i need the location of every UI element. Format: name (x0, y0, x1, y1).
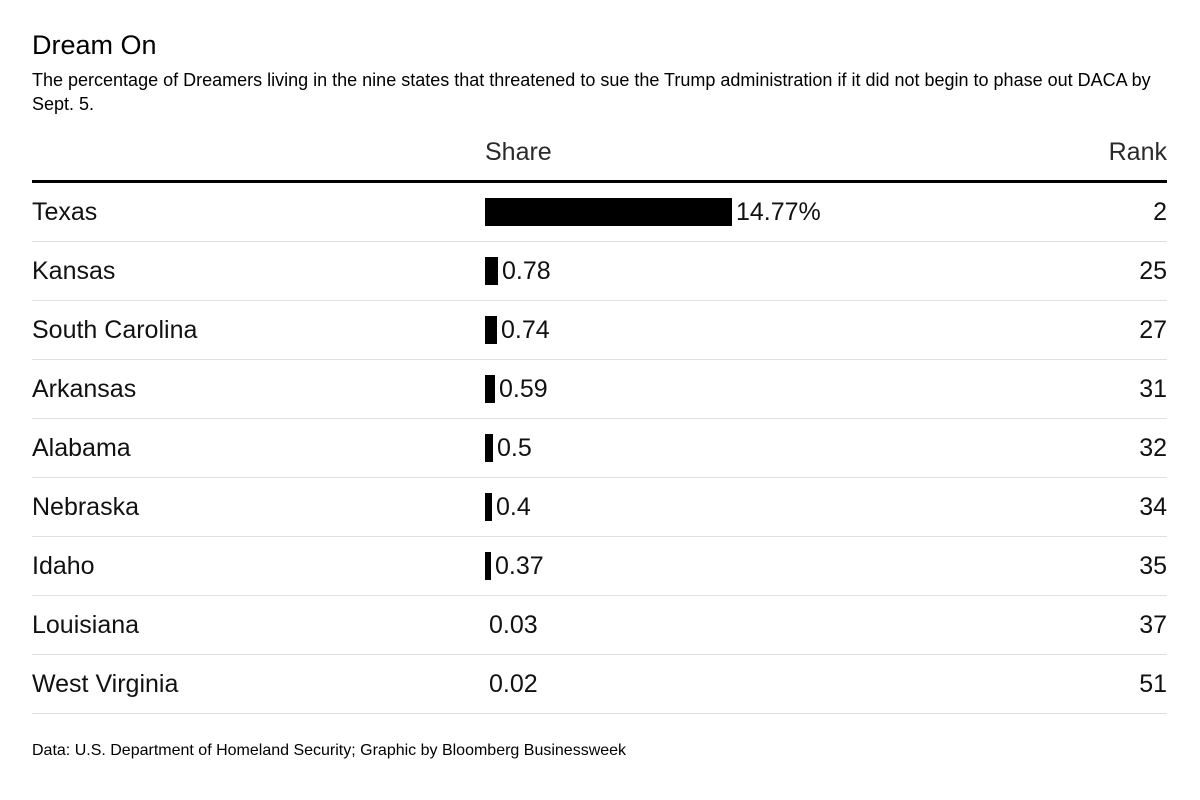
share-cell: 0.74 (485, 316, 1057, 345)
chart-title: Dream On (32, 30, 157, 60)
rank-value: 31 (1139, 374, 1167, 403)
rank-value: 32 (1139, 433, 1167, 462)
rank-value: 35 (1139, 551, 1167, 580)
share-value: 0.02 (489, 669, 538, 698)
share-bar (485, 493, 492, 521)
state-label: Nebraska (32, 492, 139, 521)
table-header-row: Share Rank (32, 116, 1167, 183)
share-cell: 0.59 (485, 375, 1057, 404)
table-row: Idaho 0.37 35 (32, 537, 1167, 596)
share-bar (485, 316, 497, 344)
state-label: Texas (32, 197, 98, 226)
table-row: Louisiana 0.03 37 (32, 596, 1167, 655)
rank-value: 25 (1139, 256, 1167, 285)
chart-container: Dream On The percentage of Dreamers livi… (32, 30, 1167, 759)
share-bar (485, 552, 491, 580)
share-bar (485, 198, 732, 226)
share-value: 14.77% (736, 197, 821, 226)
share-value: 0.4 (496, 492, 531, 521)
share-value: 0.37 (495, 551, 544, 580)
share-value: 0.59 (499, 374, 548, 403)
rank-value: 51 (1139, 669, 1167, 698)
share-column-header: Share (485, 138, 552, 166)
share-value: 0.5 (497, 433, 532, 462)
chart-subtitle: The percentage of Dreamers living in the… (32, 70, 1151, 114)
table-row: West Virginia 0.02 51 (32, 655, 1167, 714)
share-value: 0.74 (501, 315, 550, 344)
share-value: 0.03 (489, 610, 538, 639)
rank-column-header: Rank (1108, 138, 1167, 166)
share-cell: 0.02 (485, 670, 1057, 699)
share-cell: 0.78 (485, 257, 1057, 286)
table-row: Arkansas 0.59 31 (32, 360, 1167, 419)
table-row: Nebraska 0.4 34 (32, 478, 1167, 537)
share-cell: 14.77% (485, 198, 1057, 227)
state-label: Alabama (32, 433, 131, 462)
state-label: Kansas (32, 256, 116, 285)
share-cell: 0.4 (485, 493, 1057, 522)
share-cell: 0.03 (485, 611, 1057, 640)
source-note: Data: U.S. Department of Homeland Securi… (32, 742, 627, 759)
rank-value: 2 (1153, 197, 1167, 226)
table-row: Texas 14.77% 2 (32, 183, 1167, 242)
table-row: Kansas 0.78 25 (32, 242, 1167, 301)
state-label: Louisiana (32, 610, 140, 639)
share-cell: 0.5 (485, 434, 1057, 463)
table-row: Alabama 0.5 32 (32, 419, 1167, 478)
share-bar (485, 257, 498, 285)
state-label: Idaho (32, 551, 95, 580)
rank-value: 37 (1139, 610, 1167, 639)
table-row: South Carolina 0.74 27 (32, 301, 1167, 360)
share-bar (485, 434, 493, 462)
rank-value: 27 (1139, 315, 1167, 344)
share-bar (485, 375, 495, 403)
rank-value: 34 (1139, 492, 1167, 521)
state-label: South Carolina (32, 315, 198, 344)
share-value: 0.78 (502, 256, 551, 285)
share-cell: 0.37 (485, 552, 1057, 581)
state-label: Arkansas (32, 374, 137, 403)
state-label: West Virginia (32, 669, 179, 698)
